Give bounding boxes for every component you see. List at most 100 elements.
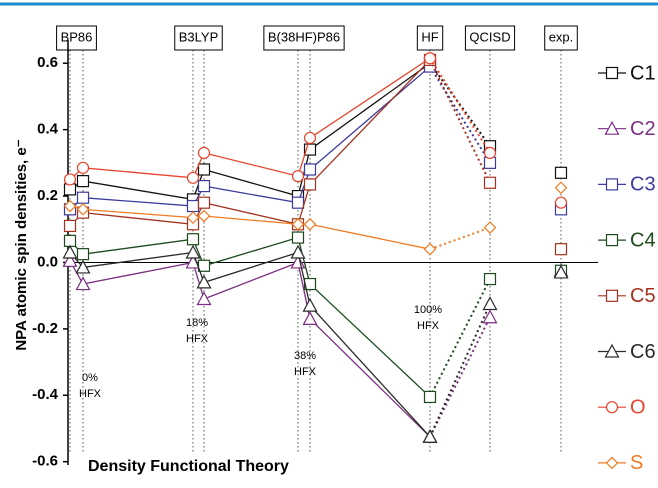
annotation: HFX	[186, 333, 209, 345]
marker	[604, 120, 620, 135]
series-line	[429, 226, 491, 251]
marker	[303, 163, 317, 176]
marker	[76, 191, 90, 204]
marker	[482, 296, 498, 311]
marker	[63, 199, 77, 213]
annotation: 100%	[414, 304, 442, 316]
marker	[63, 173, 77, 186]
marker	[197, 209, 211, 223]
series-line	[69, 62, 431, 201]
marker	[302, 311, 318, 326]
series-line	[429, 316, 491, 438]
method-box	[416, 25, 444, 51]
marker	[186, 233, 200, 246]
marker	[197, 196, 211, 209]
marker	[185, 244, 201, 259]
marker	[483, 156, 497, 169]
marker	[423, 242, 437, 256]
method-label: BP86	[56, 25, 97, 51]
marker	[423, 52, 437, 65]
method-box	[544, 25, 578, 51]
method-text: B(38HF)P86	[268, 29, 340, 44]
marker	[291, 217, 305, 231]
legend-label: C5	[630, 285, 656, 307]
annotation: 38%	[294, 350, 316, 362]
y-tick-label: 0.4	[37, 121, 59, 138]
method-box	[464, 25, 516, 51]
marker	[75, 276, 91, 291]
legend-label: C1	[630, 62, 656, 84]
marker	[197, 179, 211, 193]
marker	[63, 183, 77, 196]
marker	[483, 272, 497, 286]
method-text: BP86	[61, 29, 93, 44]
marker	[197, 259, 211, 272]
legend-label: C6	[630, 341, 656, 363]
marker	[483, 176, 497, 189]
method-box	[56, 25, 97, 51]
series-line	[69, 57, 431, 180]
y-tick-label: 0.6	[37, 54, 58, 71]
marker	[76, 161, 90, 174]
marker	[291, 196, 305, 209]
marker	[291, 170, 305, 183]
marker	[302, 297, 318, 312]
legend-label: C3	[630, 174, 656, 196]
marker	[604, 343, 620, 358]
marker	[303, 178, 317, 191]
marker	[196, 274, 212, 289]
method-text: HF	[421, 29, 438, 44]
marker	[62, 253, 78, 267]
y-tick-label: 0.2	[37, 187, 58, 204]
series-line	[69, 251, 431, 438]
marker	[554, 243, 568, 256]
marker	[605, 289, 619, 302]
series-line	[429, 278, 491, 398]
marker	[63, 219, 77, 233]
y-tick-label: -0.6	[32, 453, 58, 470]
marker	[423, 390, 437, 404]
marker	[186, 171, 200, 184]
marker	[291, 231, 305, 244]
y-tick-label: -0.2	[32, 320, 58, 337]
y-tick-label: 0.0	[37, 253, 58, 270]
legend-label: C4	[630, 229, 656, 251]
annotation: HFX	[417, 320, 440, 332]
annotation: HFX	[294, 366, 317, 378]
method-box	[174, 25, 223, 51]
marker	[483, 221, 497, 234]
marker	[303, 131, 317, 145]
method-label: B3LYP	[174, 25, 223, 51]
marker	[422, 429, 438, 443]
annotation: 18%	[186, 317, 208, 329]
method-label: QCISD	[464, 25, 516, 51]
marker	[554, 166, 568, 179]
legend-label: O	[630, 396, 646, 418]
marker	[186, 199, 200, 213]
marker	[75, 259, 91, 274]
method-label: HF	[416, 25, 444, 51]
series-line	[69, 260, 431, 438]
legend-label: S	[630, 452, 643, 474]
method-text: B3LYP	[179, 29, 219, 44]
marker	[554, 181, 568, 195]
marker	[197, 163, 211, 176]
method-text: exp.	[549, 29, 574, 44]
series-line	[429, 59, 491, 184]
marker	[605, 234, 619, 247]
marker	[605, 401, 619, 414]
method-box	[263, 25, 345, 51]
marker	[553, 264, 569, 279]
y-axis-label: NPA atomic spin densities, e⁻	[13, 139, 30, 350]
method-label: B(38HF)P86	[263, 25, 345, 51]
legend-label: C2	[630, 118, 656, 140]
marker	[554, 196, 568, 209]
series-line	[429, 57, 491, 154]
marker	[605, 66, 619, 80]
marker	[605, 456, 619, 470]
marker	[482, 309, 498, 324]
method-text: QCISD	[469, 29, 510, 44]
marker	[186, 211, 200, 224]
